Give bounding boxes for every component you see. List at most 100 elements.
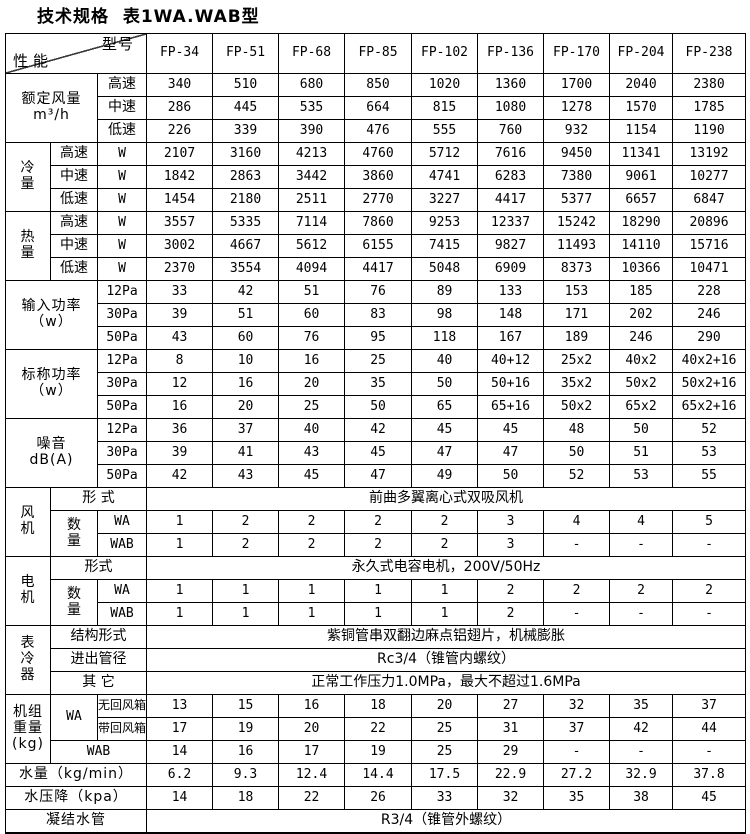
value-cell: 133 [477, 280, 545, 304]
value-cell: 14 [146, 740, 214, 764]
value-cell: 850 [344, 73, 413, 97]
value-cell: 47 [344, 464, 413, 488]
section-label-fan: 风 机 [5, 487, 51, 557]
value-cell: 50 [609, 418, 674, 442]
value-cell: 76 [344, 280, 413, 304]
value-cell: 10366 [609, 257, 674, 281]
table-row: 风 机形 式前曲多翼离心式双吸风机 [5, 487, 747, 557]
value-cell: 41 [212, 441, 280, 465]
table-row: WAB 1 1 1 1 1 2- - - [6, 602, 747, 626]
value-cell: 19 [212, 717, 280, 741]
value-cell: 39 [146, 441, 214, 465]
value-cell: 1080 [477, 96, 545, 120]
row-label: WAB [96, 533, 148, 557]
value-cell: 53 [672, 441, 747, 465]
value-cell: 3002 [146, 234, 214, 258]
table-row: 50Pa 16 20 25 50 65 65+16 50x2 65x2 65x2+16 [6, 395, 747, 419]
row-label: 50Pa [96, 464, 148, 488]
value-cell: 11341 [609, 142, 674, 166]
value-cell: 6847 [672, 188, 747, 212]
value-cell: 2 [411, 533, 479, 557]
value-cell: 65 [411, 395, 479, 419]
value-cell: 1154 [609, 119, 674, 143]
value-cell: 52 [672, 418, 747, 442]
value-cell: 14110 [609, 234, 674, 258]
value-cell: 50 [543, 441, 611, 465]
value-cell: 2770 [344, 188, 413, 212]
value-cell: 16 [146, 395, 214, 419]
value-cell: 5048 [411, 257, 479, 281]
section-label-airflow: 额定风量 m³/h [5, 73, 98, 143]
value-cell: 35 [543, 786, 611, 810]
corner-model-label: 型号 [102, 35, 135, 53]
value-cell: 48 [543, 418, 611, 442]
table-row: 机组 重量 (kg) WA 无回风箱 13 15 16 18 20 27 32 35 37 [5, 694, 747, 764]
row-label-quantity: 数 量 [50, 579, 98, 626]
table-row: 低速 226 339 390 476 555 760 932 1154 1190 [6, 119, 747, 143]
row-label: 中速 [96, 96, 148, 120]
value-cell: 290 [672, 326, 747, 350]
value-cell: 18 [212, 786, 280, 810]
value-cell: 95 [344, 326, 413, 350]
table-row: 数 量 WA 1 2 2 2 2 3 4 4 5 [6, 510, 747, 557]
value-cell: 10471 [672, 257, 747, 281]
value-cell: 60 [212, 326, 280, 350]
value-cell: 35 [609, 694, 674, 718]
value-cell: 4667 [212, 234, 280, 258]
table-row: 其 它正常工作压力1.0MPa，最大不超过1.6MPa [6, 671, 747, 695]
value-cell: 52 [543, 464, 611, 488]
value-cell: 3442 [278, 165, 346, 189]
value-cell: 2863 [212, 165, 280, 189]
row-label: 结构形式 [49, 625, 148, 649]
value-cell: 815 [411, 96, 479, 120]
row-label: 30Pa [96, 303, 148, 327]
value-cell: 1 [344, 579, 413, 603]
unit-cell: W [96, 165, 148, 189]
value-cell: 9.3 [212, 763, 280, 787]
value-cell: 15 [212, 694, 280, 718]
value-cell: - [672, 602, 747, 626]
table-row: 型号 性能 FP-34 FP-51 FP-68 FP-85 FP-102 FP-136 FP-1… [4, 33, 747, 74]
row-label: 12Pa [96, 280, 148, 304]
value-cell: 18290 [609, 211, 674, 235]
value-cell: 2 [278, 510, 346, 534]
corner-cell: 型号 性能 [4, 33, 148, 74]
value-cell: 50x2 [609, 372, 674, 396]
value-cell: 4094 [278, 257, 346, 281]
value-cell: 50+16 [477, 372, 545, 396]
value-cell: - [543, 740, 611, 764]
value-cell: 5712 [411, 142, 479, 166]
value-cell: 171 [543, 303, 611, 327]
table-row: 带回风箱 17 19 20 22 25 31 37 42 44 [6, 717, 747, 741]
value-cell: 40 [278, 418, 346, 442]
value-cell: 2107 [146, 142, 214, 166]
table-row: 中速 W 3002 4667 5612 6155 7415 9827 11493 14110 157… [6, 234, 747, 258]
value-cell: 38 [609, 786, 674, 810]
value-cell: 3 [477, 533, 545, 557]
value-cell: 246 [672, 303, 747, 327]
row-label: 高速 [96, 73, 148, 97]
table-row: WAB 14 16 17 19 25 29- - - [6, 740, 747, 764]
row-label: 低速 [50, 188, 98, 212]
section-label-noise: 噪音 dB(A) [5, 418, 98, 488]
value-cell: 2511 [278, 188, 346, 212]
row-label: WA [96, 579, 148, 603]
value-cell: 16 [212, 740, 280, 764]
row-label: 12Pa [96, 418, 148, 442]
value-cell: 2 [212, 533, 280, 557]
value-cell: 228 [672, 280, 747, 304]
value-cell: 2 [477, 602, 545, 626]
value-cell: 9253 [411, 211, 479, 235]
table-row: 水压降（kpa） 14 18 22 26 33 32 35 38 45 [4, 786, 747, 810]
row-label: 其 它 [49, 671, 148, 695]
value-cell: 1700 [543, 73, 611, 97]
row-label: WAB [49, 740, 148, 764]
value-cell: 286 [146, 96, 214, 120]
value-cell: 39 [146, 303, 214, 327]
value-cell: 13192 [672, 142, 747, 166]
value-cell: 19 [344, 740, 413, 764]
value-cell: 18 [344, 694, 413, 718]
value-cell: 22.9 [477, 763, 545, 787]
unit-cell: W [96, 142, 148, 166]
table-row: 50Pa 43 60 76 95 118 167 189 246 290 [6, 326, 747, 350]
